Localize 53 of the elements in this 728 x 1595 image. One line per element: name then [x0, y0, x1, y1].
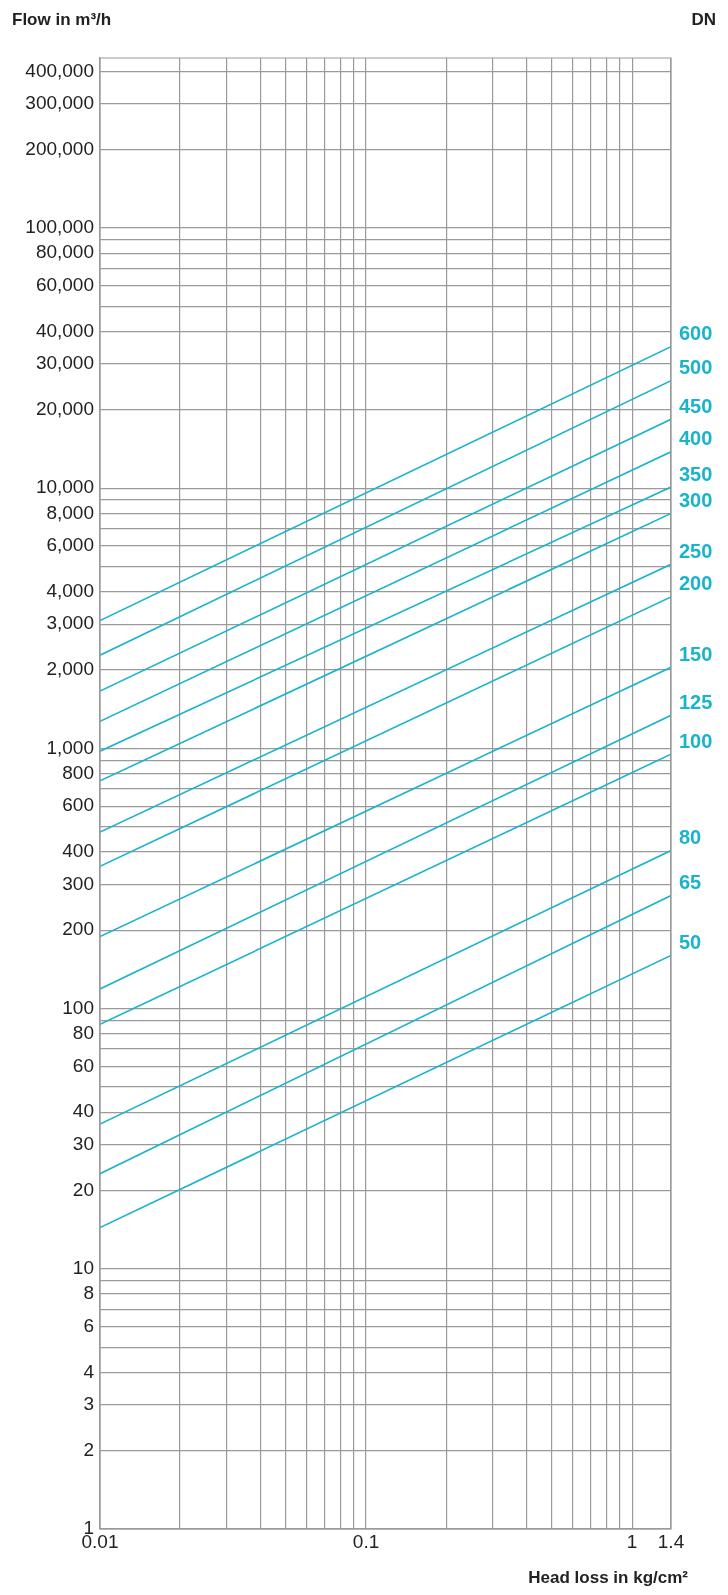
- series-label: 50: [679, 930, 702, 953]
- y-tick-label: 100,000: [25, 216, 94, 238]
- y-tick-label: 30,000: [35, 352, 94, 374]
- y-tick-label: 200,000: [25, 137, 94, 159]
- y-tick-label: 20: [72, 1178, 94, 1200]
- series-label: 250: [679, 539, 713, 562]
- x-tick-label: 1.4: [657, 1530, 685, 1552]
- series-label: 300: [679, 488, 713, 511]
- y-tick-label: 30: [72, 1132, 94, 1154]
- y-tick-label: 100: [62, 996, 94, 1018]
- series-label: 350: [679, 462, 713, 485]
- series-label: 600: [679, 322, 713, 345]
- series-label: 150: [679, 642, 713, 665]
- y-tick-label: 8,000: [46, 501, 94, 523]
- series-label: 400: [679, 427, 713, 450]
- series-label: 200: [679, 572, 713, 595]
- y-tick-label: 800: [62, 761, 94, 783]
- y-tick-label: 300,000: [25, 92, 94, 114]
- y-tick-label: 10,000: [35, 476, 94, 498]
- series-label: 450: [679, 394, 713, 417]
- y-tick-label: 60,000: [35, 273, 94, 295]
- y-tick-label: 80: [72, 1022, 94, 1044]
- y-tick-label: 400,000: [25, 59, 94, 81]
- y-tick-label: 40,000: [35, 319, 94, 341]
- y-tick-label: 60: [72, 1054, 94, 1076]
- y-tick-label: 20,000: [35, 398, 94, 420]
- y-tick-label: 3: [83, 1393, 94, 1415]
- series-label: 100: [679, 729, 713, 752]
- series-label: 80: [679, 826, 702, 849]
- y-axis-title: Flow in m³/h: [12, 9, 112, 29]
- y-tick-label: 4: [83, 1360, 95, 1382]
- y-tick-label: 2: [83, 1438, 94, 1460]
- series-label: 125: [679, 690, 713, 713]
- y-tick-label: 10: [72, 1257, 94, 1279]
- x-tick-label: 0.1: [352, 1530, 380, 1552]
- y-tick-label: 40: [72, 1100, 94, 1122]
- y-tick-label: 8: [83, 1282, 94, 1304]
- y-tick-label: 1,000: [46, 736, 94, 758]
- y-tick-label: 300: [62, 872, 94, 894]
- y-tick-label: 3,000: [46, 612, 94, 634]
- y-tick-label: 200: [62, 918, 94, 940]
- legend-title: DN: [691, 9, 716, 29]
- series-label: 65: [679, 871, 702, 894]
- y-tick-label: 2,000: [46, 658, 94, 680]
- x-axis-title: Head loss in kg/cm²: [528, 1567, 689, 1587]
- y-tick-label: 400: [62, 840, 94, 862]
- y-tick-label: 6: [83, 1314, 94, 1336]
- series-label: 500: [679, 356, 713, 379]
- y-tick-label: 4,000: [46, 579, 94, 601]
- y-tick-label: 80,000: [35, 241, 94, 263]
- y-tick-label: 600: [62, 794, 94, 816]
- x-tick-label: 1: [626, 1530, 638, 1552]
- y-tick-label: 6,000: [46, 534, 94, 556]
